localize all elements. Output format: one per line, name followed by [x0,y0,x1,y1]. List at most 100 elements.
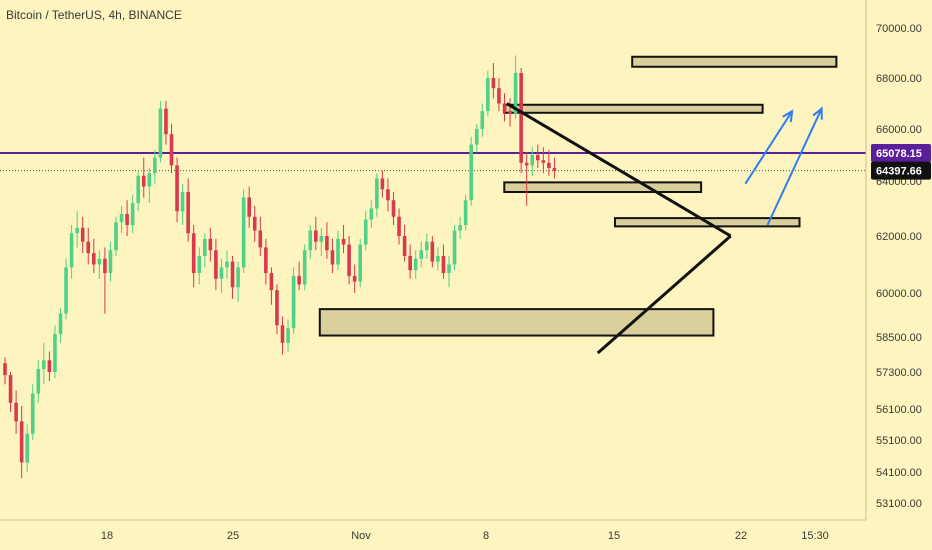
candle-body [375,178,379,209]
candle-body [508,111,512,114]
candle-body [92,253,96,265]
candle-body [430,241,435,262]
candle-body [36,369,41,394]
candle-body [86,241,91,254]
zone-bottom [318,308,715,337]
candle-body [286,328,290,343]
x-tick-label: Nov [351,530,371,542]
candle-body [69,233,74,268]
candle-body [541,160,546,163]
candle-body [275,290,279,326]
candle-body [408,255,412,271]
candle-body [319,236,324,242]
candle-body [47,360,52,372]
candle-body [8,375,13,403]
candle-body [302,250,307,285]
candle-body [480,111,485,129]
candle-body [130,203,135,225]
triangle-lower-line [596,234,732,355]
candle-body [547,162,551,168]
triangle-upper-line [505,102,732,238]
zone-top [631,55,838,68]
candle-body [219,267,224,279]
candle-body [391,200,396,217]
drawings-layer [505,102,823,355]
candle-body [474,129,479,145]
candle-body [463,200,468,225]
candle-body [169,134,174,166]
candle-body [369,208,374,220]
zone-middle [503,181,703,193]
candle-body [53,334,57,372]
candle-body [19,421,24,463]
candle-body [436,255,440,262]
price-tag-label: 65078.15 [876,148,922,160]
candle-body [141,175,146,187]
candle-body [419,250,424,259]
price-tag-box [871,143,931,162]
candle-body [413,258,418,271]
candle-body [358,244,362,282]
candle-body [3,363,7,376]
candle-body [330,250,335,265]
candle-body [80,227,85,242]
projection-arrowhead-2 [812,106,823,120]
x-tick-label: 22 [735,530,747,542]
candle-body [25,433,29,463]
candle-body [502,103,507,112]
candle-body [380,178,385,190]
candle-body [241,197,246,268]
candle-body [402,236,407,256]
x-tick-label: 15 [608,530,620,542]
candle-body [252,216,257,231]
y-tick-label: 60000.00 [876,288,922,300]
candle-body [297,275,301,285]
candle-body [147,173,152,187]
candle-body [125,214,129,225]
y-tick-label: 58500.00 [876,332,922,344]
candle-body [536,155,540,161]
candle-body [214,250,218,279]
candle-body [308,230,313,251]
x-axis: 18 25 Nov 8 15 22 15:30 [0,519,866,542]
candle-body [519,73,523,163]
candle-body [14,402,18,422]
y-tick-label: 53100.00 [876,498,922,510]
projection-arrow-2 [766,108,823,226]
candle-body [291,275,296,329]
chart-title: Bitcoin / TetherUS, 4h, BINANCE [6,8,182,22]
candle-body [30,393,35,434]
candle-body [236,267,240,288]
candle-body [180,192,185,212]
candle-body [75,227,79,234]
y-tick-label: 66000.00 [876,124,922,136]
candle-body [175,165,179,212]
y-tick-label: 55100.00 [876,435,922,447]
candle-body [164,108,168,135]
candle-body [58,313,63,335]
candles-layer [3,55,557,479]
projection-arrowhead-1 [782,109,794,123]
candle-body [186,192,190,234]
y-tick-label: 62000.00 [876,231,922,243]
candle-body [341,238,346,245]
candle-body [103,258,107,274]
x-tick-label: 15:30 [801,530,829,542]
candle-body [158,108,163,158]
candle-body [225,261,229,268]
candle-body [397,216,401,236]
candle-body [42,360,46,370]
lines-layer [0,151,866,172]
candle-body [258,230,263,248]
candle-body [97,258,102,265]
candle-body [325,236,329,251]
candle-body [119,214,124,223]
candle-body [264,247,268,274]
candle-body [386,189,390,201]
candle-body [425,241,429,251]
projection-arrow-1 [744,110,793,185]
candle-body [352,275,357,282]
candle-body [136,175,140,203]
candle-body [108,250,113,274]
